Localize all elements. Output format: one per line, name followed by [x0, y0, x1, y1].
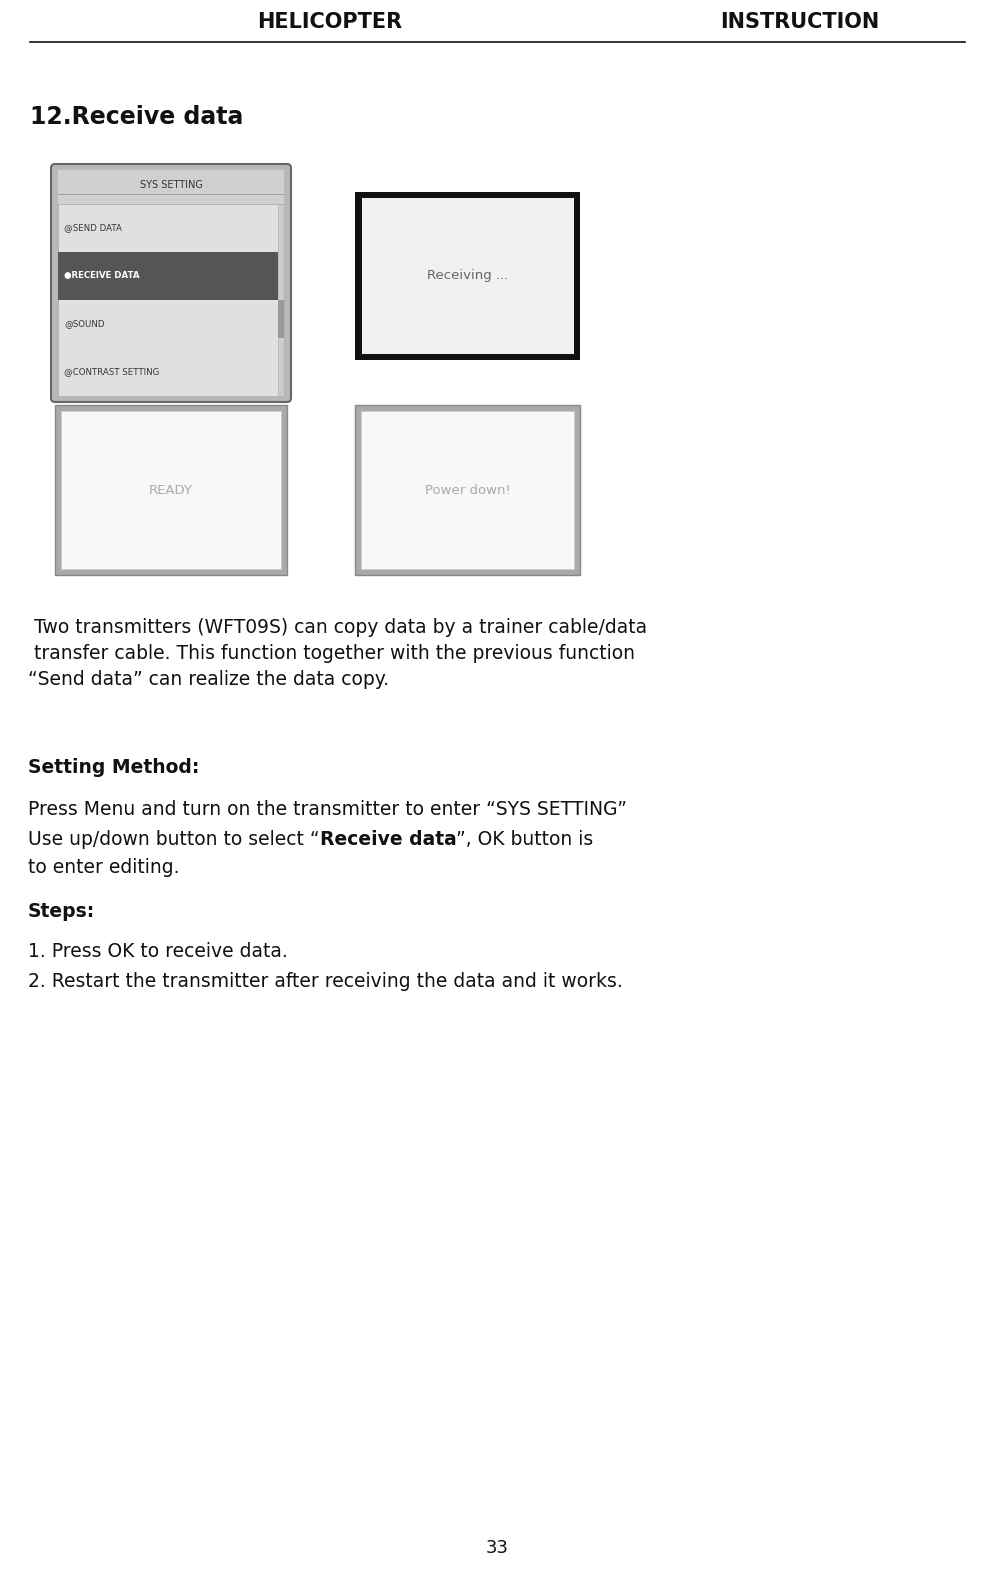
- Text: Two transmitters (WFT09S) can copy data by a trainer cable/data: Two transmitters (WFT09S) can copy data …: [28, 617, 646, 636]
- Text: 1. Press OK to receive data.: 1. Press OK to receive data.: [28, 942, 287, 961]
- Text: ”, OK button is: ”, OK button is: [456, 830, 592, 849]
- Bar: [58, 170, 284, 395]
- Bar: [355, 405, 580, 575]
- Text: ●RECEIVE DATA: ●RECEIVE DATA: [65, 271, 140, 280]
- Bar: [58, 252, 278, 299]
- Bar: [278, 203, 284, 395]
- Text: Setting Method:: Setting Method:: [28, 758, 199, 776]
- Text: transfer cable. This function together with the previous function: transfer cable. This function together w…: [28, 644, 634, 663]
- Text: “Send data” can realize the data copy.: “Send data” can realize the data copy.: [28, 669, 389, 688]
- Text: HELICOPTER: HELICOPTER: [257, 13, 403, 32]
- Bar: [58, 203, 284, 395]
- Text: 2. Restart the transmitter after receiving the data and it works.: 2. Restart the transmitter after receivi…: [28, 972, 622, 991]
- Text: Receive data: Receive data: [319, 830, 456, 849]
- Text: SYS SETTING: SYS SETTING: [139, 180, 202, 191]
- Text: Use up/down button to select “: Use up/down button to select “: [28, 830, 319, 849]
- Bar: [61, 411, 280, 569]
- Text: @CONTRAST SETTING: @CONTRAST SETTING: [65, 367, 160, 376]
- Text: 33: 33: [485, 1539, 508, 1558]
- Text: Press Menu and turn on the transmitter to enter “SYS SETTING”: Press Menu and turn on the transmitter t…: [28, 800, 626, 819]
- Text: to enter editing.: to enter editing.: [28, 858, 179, 877]
- FancyBboxPatch shape: [51, 164, 290, 402]
- Text: @SEND DATA: @SEND DATA: [65, 224, 122, 233]
- Bar: [361, 198, 573, 353]
- Text: @SOUND: @SOUND: [65, 320, 105, 329]
- Text: Steps:: Steps:: [28, 902, 95, 921]
- Text: INSTRUCTION: INSTRUCTION: [720, 13, 879, 32]
- Bar: [355, 192, 580, 361]
- Text: Receiving ...: Receiving ...: [426, 269, 508, 282]
- Bar: [361, 411, 574, 569]
- Text: 12.Receive data: 12.Receive data: [30, 106, 244, 129]
- Text: READY: READY: [149, 484, 193, 496]
- Bar: [278, 299, 284, 339]
- Text: Power down!: Power down!: [424, 484, 510, 496]
- Bar: [55, 405, 286, 575]
